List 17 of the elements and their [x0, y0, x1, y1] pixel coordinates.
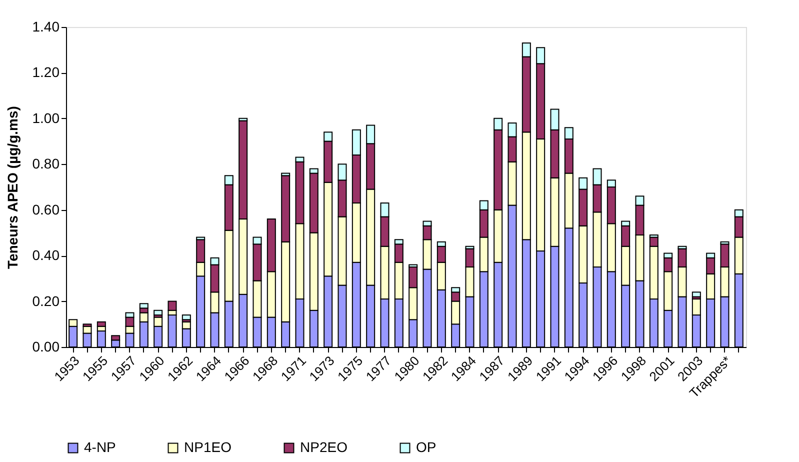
y-tick-label: 0.80	[32, 156, 60, 172]
legend-label: NP1EO	[184, 439, 232, 455]
y-tick-label: 0.20	[32, 292, 60, 309]
legend-label: NP2EO	[300, 439, 348, 455]
y-tick-label: 1.40	[32, 18, 60, 34]
y-tick-label: 1.00	[32, 110, 60, 126]
bar	[154, 310, 163, 316]
legend-label: OP	[416, 439, 436, 455]
bar	[139, 303, 148, 309]
bar	[182, 314, 191, 320]
y-axis-title: Teneurs APEO (µg/g.ms)	[4, 106, 20, 269]
bar	[692, 292, 701, 298]
y-tick-label: 0.40	[32, 247, 60, 264]
y-tick-label: 0.00	[32, 338, 60, 354]
y-tick-label: 1.20	[32, 64, 60, 80]
legend-label: 4-NP	[84, 439, 116, 455]
y-tick-label: 0.60	[32, 201, 60, 218]
